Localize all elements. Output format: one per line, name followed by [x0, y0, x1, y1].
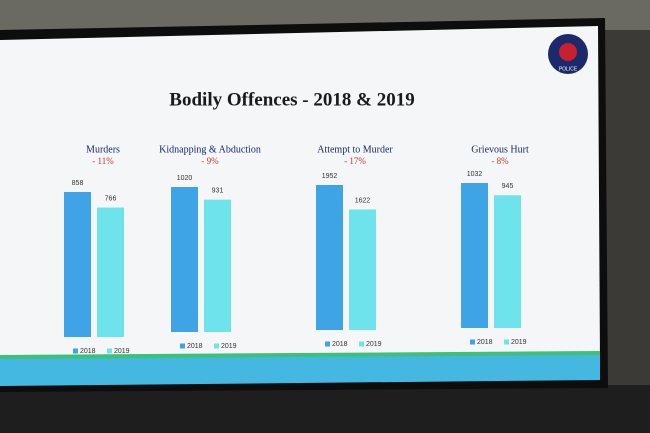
value-label: 1622	[355, 197, 371, 204]
legend-swatch	[470, 339, 475, 345]
screen	[0, 26, 600, 368]
chart-title: Kidnapping & Abduction	[159, 144, 261, 155]
value-label: 931	[212, 187, 224, 194]
value-label: 945	[502, 183, 514, 190]
legend-label: 2018	[80, 348, 96, 355]
legend-swatch	[504, 339, 509, 345]
change-label: - 11%	[92, 156, 114, 166]
slide-title: Bodily Offences - 2018 & 2019	[169, 89, 414, 110]
desk	[0, 385, 650, 433]
footer-band	[0, 354, 600, 386]
legend-label: 2019	[221, 343, 237, 350]
legend-swatch	[107, 348, 112, 354]
legend-label: 2019	[114, 348, 130, 355]
legend-swatch	[73, 348, 78, 354]
value-label: 766	[105, 195, 117, 202]
bar	[494, 195, 521, 328]
logo-emblem	[559, 43, 577, 61]
change-label: - 17%	[344, 156, 366, 166]
value-label: 1952	[322, 173, 338, 180]
bar	[461, 183, 488, 328]
legend-label: 2018	[187, 343, 203, 350]
legend-label: 2019	[366, 341, 382, 348]
change-label: - 9%	[201, 156, 219, 166]
charts: Murders- 11% 858 2018 766 2019 Kidnapping & A…	[64, 144, 529, 355]
legend-swatch	[325, 341, 330, 347]
legend-swatch	[180, 343, 185, 349]
footer-stripe	[0, 351, 600, 359]
bar	[316, 185, 343, 330]
bar	[204, 199, 231, 332]
legend-label: 2018	[477, 339, 493, 346]
bar	[97, 207, 124, 337]
bar	[349, 209, 376, 330]
logo-text: POLICE	[559, 66, 578, 72]
legend-swatch	[214, 343, 219, 349]
legend-swatch	[359, 341, 364, 347]
legend-label: 2018	[332, 341, 348, 348]
change-label: - 8%	[491, 156, 509, 166]
chart-title: Attempt to Murder	[317, 144, 393, 155]
chart-title: Grievous Hurt	[471, 144, 529, 155]
bar	[171, 187, 198, 332]
bar	[64, 192, 91, 337]
chart-title: Murders	[86, 144, 120, 155]
value-label: 858	[72, 180, 84, 187]
value-label: 1020	[177, 175, 193, 182]
legend-label: 2019	[511, 339, 527, 346]
value-label: 1032	[467, 171, 483, 178]
